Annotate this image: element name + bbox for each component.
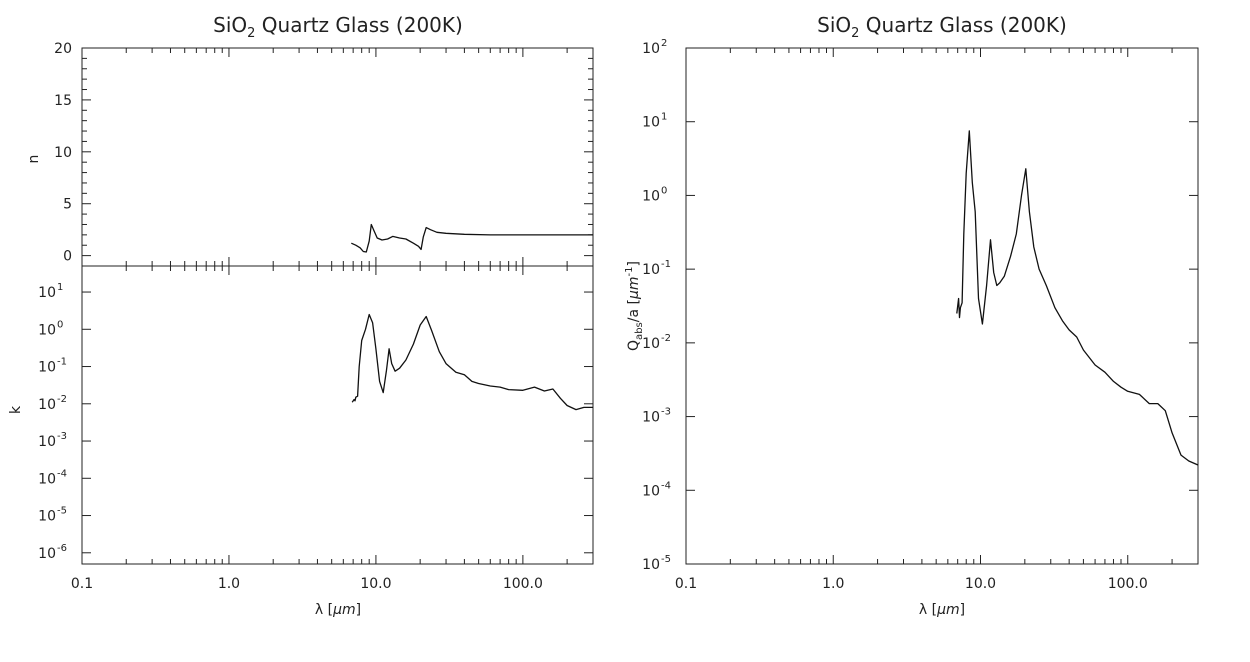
y-tick-exponent: -4 (661, 480, 671, 491)
x-tick-label: 100.0 (503, 576, 543, 592)
n-panel-frame (81, 47, 594, 267)
y-tick-label: 10 (642, 262, 660, 278)
y-tick-exponent: -5 (661, 554, 671, 565)
right-xlabel: λ [μm] (919, 602, 965, 618)
right-figure: SiO2 Quartz Glass (200K) 0.1 1.0 10.0 100.0… (624, 13, 1199, 618)
n-panel: 0 5 10 15 20 n (26, 41, 594, 267)
y-tick-label: 10 (38, 434, 56, 450)
y-tick-label: 10 (38, 509, 56, 525)
q-panel-ylabel: Qabs/a [μm-1] (624, 261, 645, 351)
y-tick-exponent: 1 (661, 112, 667, 123)
y-tick-label: 5 (63, 197, 72, 213)
y-tick-exponent: -4 (57, 468, 67, 479)
y-tick-label: 10 (642, 557, 660, 573)
y-tick-label: 10 (642, 410, 660, 426)
right-title: SiO2 Quartz Glass (200K) (817, 13, 1067, 41)
y-tick-label: 10 (38, 322, 56, 338)
y-tick-label: 10 (642, 483, 660, 499)
k-panel-x-ticks: 0.1 1.0 10.0 100.0 (71, 266, 594, 592)
y-tick-label: 10 (38, 397, 56, 413)
k-curve (351, 313, 593, 411)
y-tick-label: 10 (642, 115, 660, 131)
n-panel-x-minor-ticks (81, 48, 594, 266)
q-curve (956, 130, 1199, 466)
y-tick-label: 10 (38, 546, 56, 562)
y-tick-exponent: 0 (661, 185, 667, 196)
x-tick-label: 10.0 (360, 576, 391, 592)
y-tick-label: 0 (63, 249, 72, 265)
k-panel-ylabel: k (8, 405, 24, 414)
k-panel-frame (81, 265, 594, 565)
n-panel-ylabel: n (26, 155, 42, 164)
y-tick-exponent: -2 (661, 333, 671, 344)
n-panel-y-ticks: 0 5 10 15 20 (54, 41, 593, 265)
x-tick-label: 0.1 (71, 576, 93, 592)
y-tick-exponent: -6 (57, 543, 67, 554)
left-title: SiO2 Quartz Glass (200K) (213, 13, 463, 41)
y-tick-label: 20 (54, 41, 72, 57)
y-tick-label: 15 (54, 93, 72, 109)
q-panel-frame (685, 47, 1199, 565)
y-tick-exponent: 0 (57, 319, 63, 330)
y-tick-exponent: -3 (661, 407, 671, 418)
y-tick-exponent: -3 (57, 431, 67, 442)
y-tick-exponent: -5 (57, 506, 67, 517)
x-tick-label: 0.1 (675, 576, 697, 592)
y-tick-label: 10 (642, 41, 660, 57)
y-tick-label: 10 (642, 336, 660, 352)
left-xlabel: λ [μm] (315, 602, 361, 618)
x-tick-label: 100.0 (1108, 576, 1148, 592)
y-tick-exponent: 2 (661, 38, 667, 49)
y-tick-exponent: -2 (57, 394, 67, 405)
y-tick-label: 10 (54, 145, 72, 161)
x-tick-label: 1.0 (822, 576, 844, 592)
y-tick-exponent: 1 (57, 282, 63, 293)
y-tick-exponent: -1 (57, 357, 67, 368)
y-tick-label: 10 (38, 360, 56, 376)
n-curve (351, 223, 593, 253)
y-tick-label: 10 (642, 188, 660, 204)
q-panel-x-ticks: 0.1 1.0 10.0 100.0 (675, 48, 1199, 592)
y-tick-exponent: -1 (661, 259, 671, 270)
k-panel: 0.1 1.0 10.0 100.0 10-610-510-410-310-210-1… (8, 265, 594, 592)
y-tick-label: 10 (38, 471, 56, 487)
y-tick-label: 10 (38, 285, 56, 301)
x-tick-label: 10.0 (965, 576, 996, 592)
x-tick-label: 1.0 (218, 576, 240, 592)
